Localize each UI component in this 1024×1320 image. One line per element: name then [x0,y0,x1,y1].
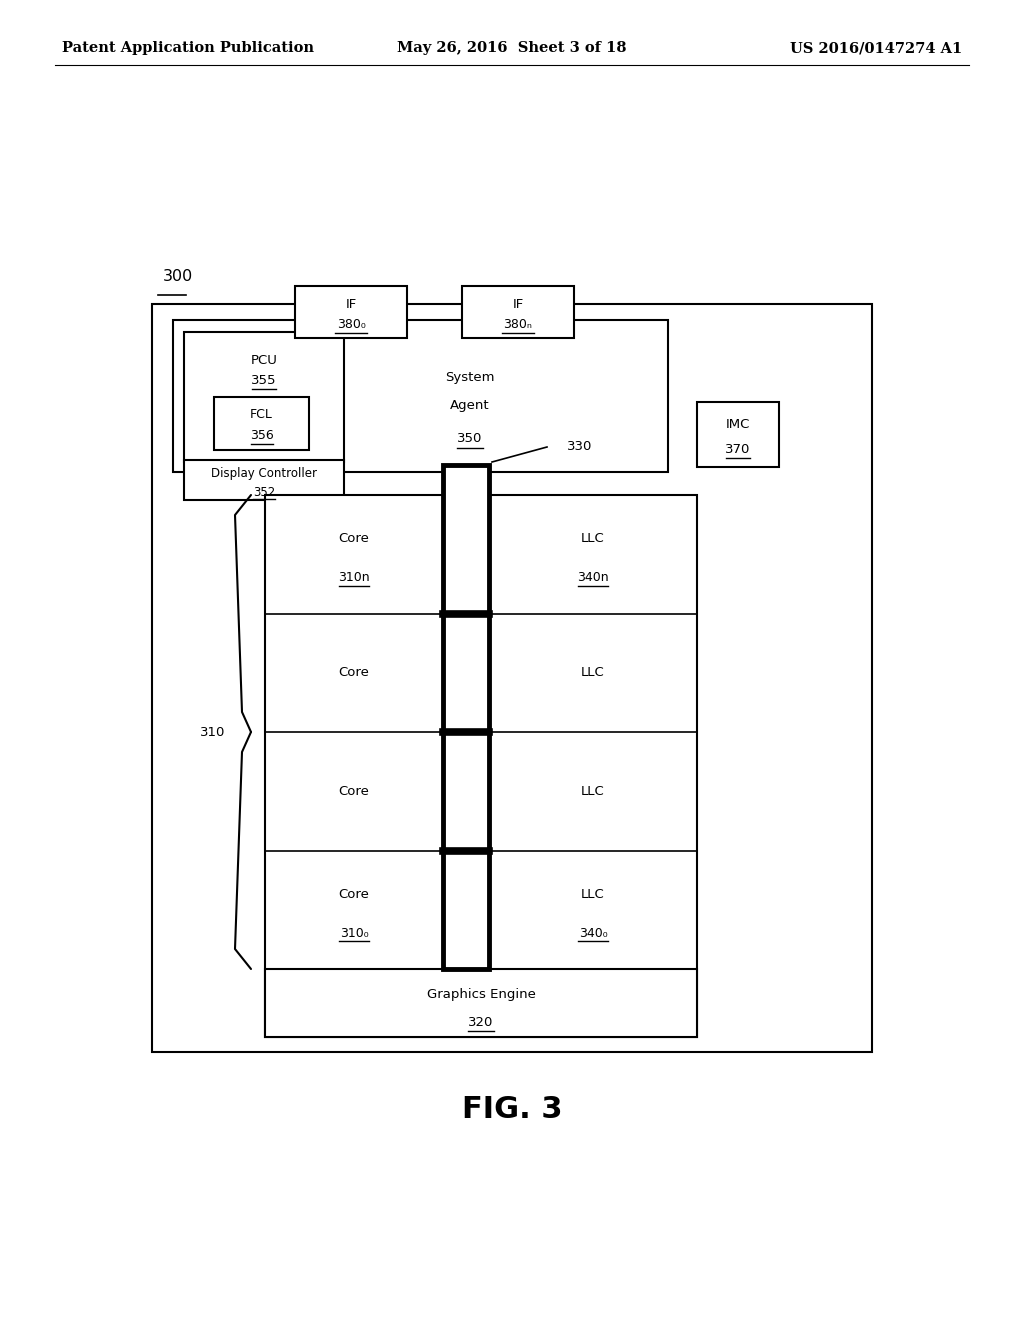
Bar [173,319,668,473]
Text: 352: 352 [253,486,275,499]
Text: Core: Core [339,532,370,545]
Text: IF: IF [345,298,356,310]
Text: 355: 355 [251,374,276,387]
Text: LLC: LLC [582,888,605,900]
Bar [152,304,872,1052]
Bar [697,403,779,467]
Text: 310₀: 310₀ [340,927,369,940]
Text: Agent: Agent [451,399,489,412]
Bar [184,459,344,500]
Text: 380₀: 380₀ [337,318,366,331]
Text: 300: 300 [163,269,194,284]
Bar [214,397,309,450]
Text: Patent Application Publication: Patent Application Publication [62,41,314,55]
Text: IF: IF [512,298,523,310]
Text: Core: Core [339,667,370,680]
Text: 356: 356 [250,429,273,442]
Bar [184,333,344,462]
Text: 350: 350 [458,432,482,445]
Bar [265,969,697,1038]
Bar [295,286,407,338]
Text: 320: 320 [468,1015,494,1028]
Text: IMC: IMC [726,418,751,432]
Text: FCL: FCL [250,408,273,421]
Text: Core: Core [339,785,370,797]
Bar [265,495,697,1038]
Text: System: System [445,371,495,384]
Text: 370: 370 [725,444,751,455]
Text: US 2016/0147274 A1: US 2016/0147274 A1 [790,41,962,55]
Text: LLC: LLC [582,667,605,680]
Text: Display Controller: Display Controller [211,467,317,480]
Text: 380ₙ: 380ₙ [504,318,532,331]
Bar [443,465,489,969]
Text: May 26, 2016  Sheet 3 of 18: May 26, 2016 Sheet 3 of 18 [397,41,627,55]
Text: 340₀: 340₀ [579,927,607,940]
Text: 310n: 310n [338,572,370,585]
Text: LLC: LLC [582,532,605,545]
Bar [462,286,574,338]
Text: Graphics Engine: Graphics Engine [427,989,536,1002]
Text: 340n: 340n [578,572,609,585]
Text: PCU: PCU [251,354,278,367]
Text: 330: 330 [567,441,592,454]
Text: Core: Core [339,888,370,900]
Text: LLC: LLC [582,785,605,797]
Text: 310: 310 [201,726,225,738]
Text: FIG. 3: FIG. 3 [462,1096,562,1125]
